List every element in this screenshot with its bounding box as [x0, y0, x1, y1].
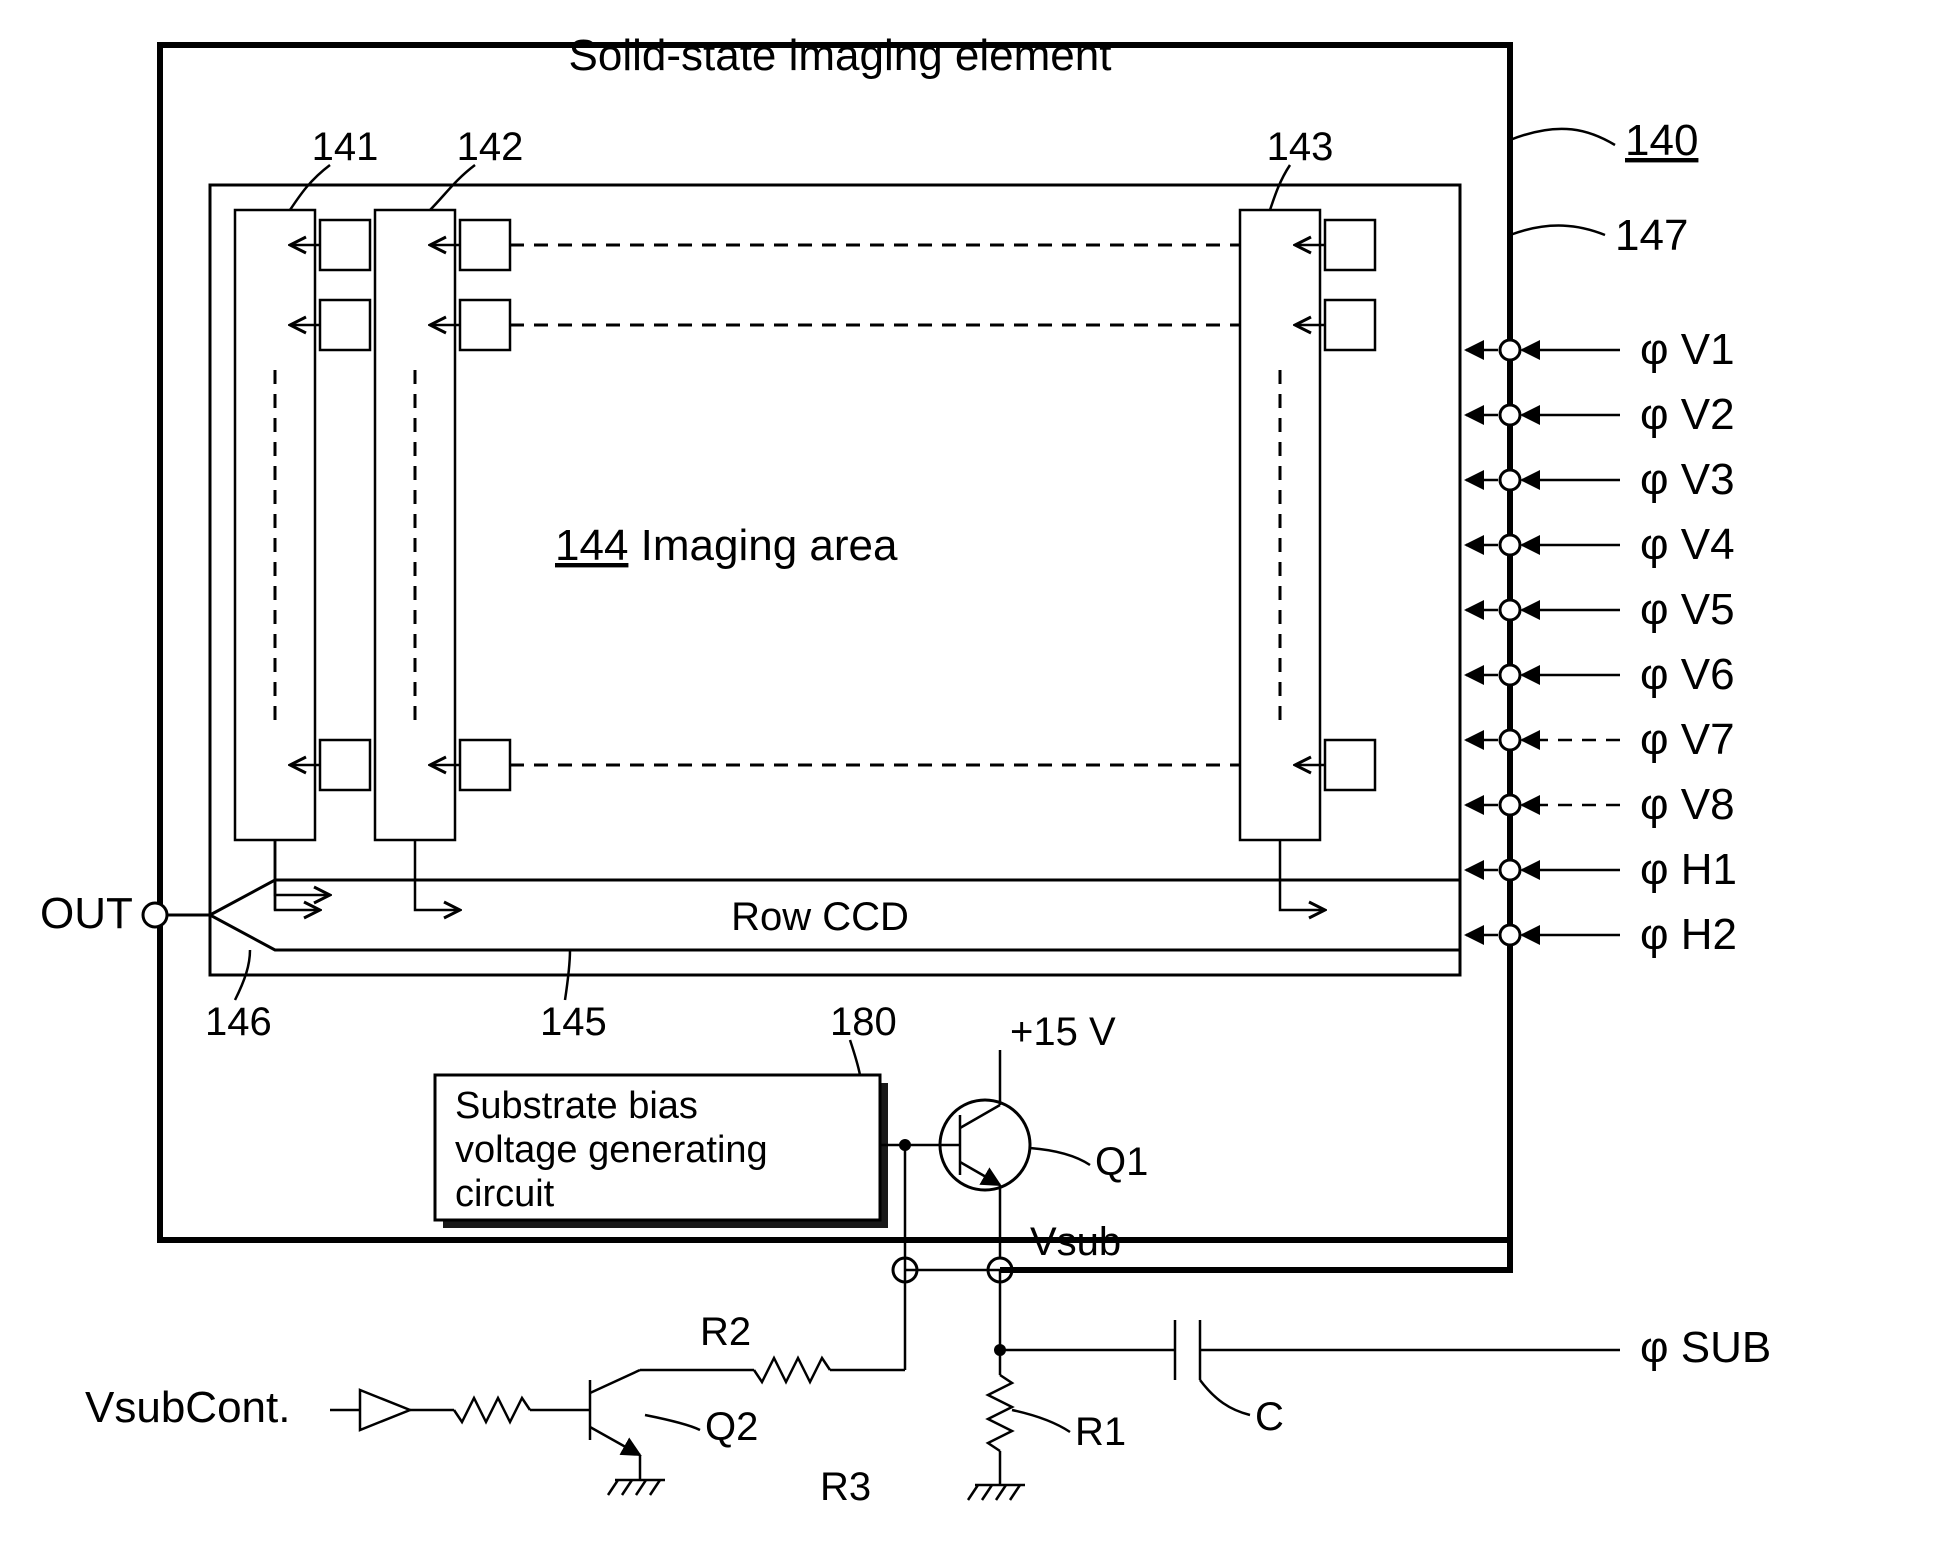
subbox-l1: Substrate bias — [455, 1085, 698, 1127]
vsubcont-buffer — [330, 1390, 410, 1430]
resistor-r1 — [988, 1350, 1012, 1485]
signal-pad-9 — [1500, 925, 1520, 945]
signal-pad-8 — [1500, 860, 1520, 880]
r2-label: R2 — [700, 1310, 751, 1354]
outer-box — [160, 45, 1510, 1240]
signal-label-9: φ H2 — [1640, 910, 1737, 959]
c-label: C — [1255, 1395, 1284, 1439]
ground-r1 — [968, 1485, 1025, 1500]
svg-text:144 Imaging area: 144 Imaging area — [555, 521, 898, 570]
capacitor-c — [1155, 1320, 1620, 1380]
q2-label: Q2 — [705, 1405, 758, 1449]
signal-pad-2 — [1500, 470, 1520, 490]
ref-145: 145 — [540, 1000, 607, 1044]
imaging-label: Imaging area — [641, 521, 898, 570]
row-ccd: Row CCD — [210, 880, 1460, 950]
signal-label-1: φ V2 — [1640, 390, 1735, 439]
ref-141: 141 — [312, 125, 379, 169]
signal-pad-0 — [1500, 340, 1520, 360]
transistor-q2 — [555, 1370, 640, 1480]
signal-label-4: φ V5 — [1640, 585, 1735, 634]
ref-143: 143 — [1267, 125, 1334, 169]
ccd-schematic: Solid-state imaging element 140 147 — [0, 0, 1934, 1561]
signal-pad-6 — [1500, 730, 1520, 750]
ref-142: 142 — [457, 125, 524, 169]
pixel-cells — [290, 220, 1375, 790]
signal-label-0: φ V1 — [1640, 325, 1735, 374]
out-label: OUT — [40, 889, 133, 938]
signal-label-2: φ V3 — [1640, 455, 1735, 504]
ground-q2 — [608, 1480, 665, 1495]
signal-pad-7 — [1500, 795, 1520, 815]
rowccd-label: Row CCD — [731, 895, 909, 939]
signal-label-6: φ V7 — [1640, 715, 1735, 764]
signal-pad-1 — [1500, 405, 1520, 425]
signal-pad-5 — [1500, 665, 1520, 685]
resistor-r2 — [754, 1358, 830, 1382]
v15-label: +15 V — [1010, 1010, 1116, 1054]
signal-label-8: φ H1 — [1640, 845, 1737, 894]
signal-label-3: φ V4 — [1640, 520, 1735, 569]
r1-label: R1 — [1075, 1410, 1126, 1454]
resistor-r3 — [410, 1398, 555, 1422]
out-pad — [143, 903, 167, 927]
ref-147: 147 — [1615, 211, 1688, 260]
substrate-bias-box: Substrate bias voltage generating circui… — [435, 1075, 888, 1228]
ref-140: 140 — [1625, 116, 1698, 165]
ref-144: 144 — [555, 521, 628, 570]
subbox-l3: circuit — [455, 1173, 555, 1215]
signal-label-5: φ V6 — [1640, 650, 1735, 699]
imaging-box — [210, 185, 1460, 975]
subbox-l2: voltage generating — [455, 1129, 768, 1171]
vsubcont-label: VsubCont. — [85, 1383, 290, 1432]
r3-label: R3 — [820, 1465, 871, 1509]
title-label: Solid-state imaging element — [569, 31, 1112, 80]
phisub-label: φ SUB — [1640, 1323, 1771, 1372]
q1-label: Q1 — [1095, 1140, 1148, 1184]
ref-180: 180 — [830, 1000, 897, 1044]
signal-label-7: φ V8 — [1640, 780, 1735, 829]
signal-pad-4 — [1500, 600, 1520, 620]
signal-inputs: φ V1 φ V2 φ V3 φ V4 φ V5 φ V6 φ V7 φ V8 φ H1 φ H2 — [1466, 325, 1737, 959]
vsub-label: Vsub — [1030, 1220, 1121, 1264]
signal-pad-3 — [1500, 535, 1520, 555]
ref-146: 146 — [205, 1000, 272, 1044]
